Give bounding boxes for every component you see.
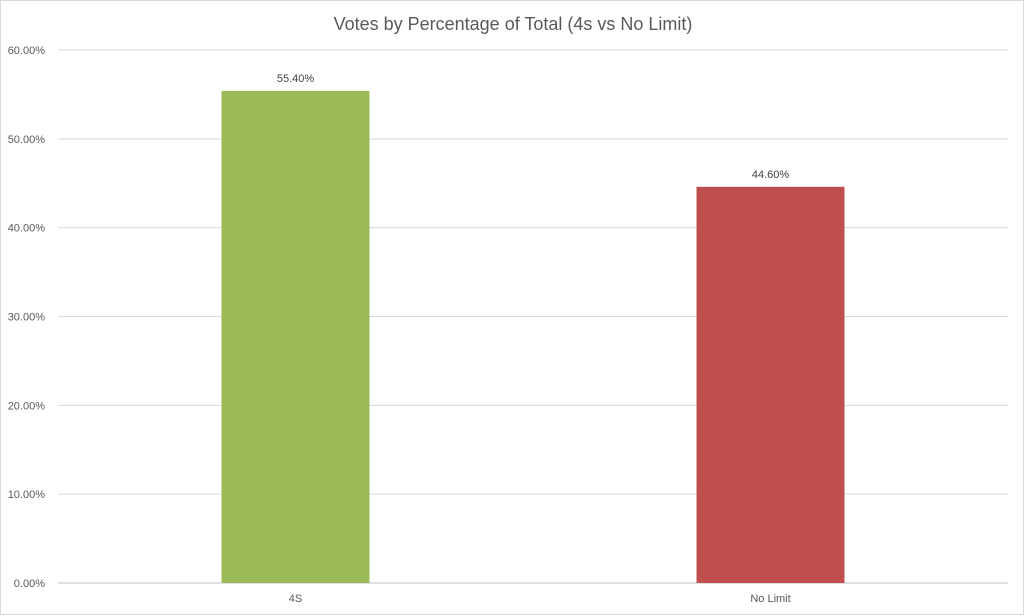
y-tick-label: 0.00% [14,578,45,590]
bar-4s [221,90,370,583]
y-tick-label: 30.00% [8,312,46,324]
bars [221,90,845,583]
y-axis-tick-labels: 0.00% 10.00% 20.00% 30.00% 40.00% 50.00% 60.00… [8,45,46,590]
category-label: No Limit [750,593,790,605]
gridlines [58,49,1008,584]
data-labels: 55.40% 44.60% [277,73,790,181]
bar-no-limit [696,186,845,583]
y-tick-label: 20.00% [8,400,46,412]
data-label: 44.60% [752,169,790,181]
chart-title: Votes by Percentage of Total (4s vs No L… [334,14,693,34]
data-label: 55.40% [277,73,315,85]
y-tick-label: 50.00% [8,134,46,146]
y-tick-label: 40.00% [8,223,46,235]
y-tick-label: 60.00% [8,45,46,57]
category-label: 4S [289,593,302,605]
x-axis-category-labels: 4S No Limit [289,593,791,605]
y-tick-label: 10.00% [8,489,46,501]
